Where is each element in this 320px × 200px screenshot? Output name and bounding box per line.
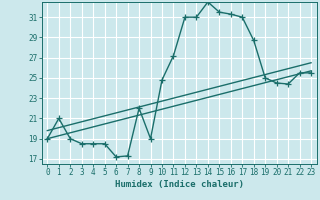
X-axis label: Humidex (Indice chaleur): Humidex (Indice chaleur) — [115, 180, 244, 189]
